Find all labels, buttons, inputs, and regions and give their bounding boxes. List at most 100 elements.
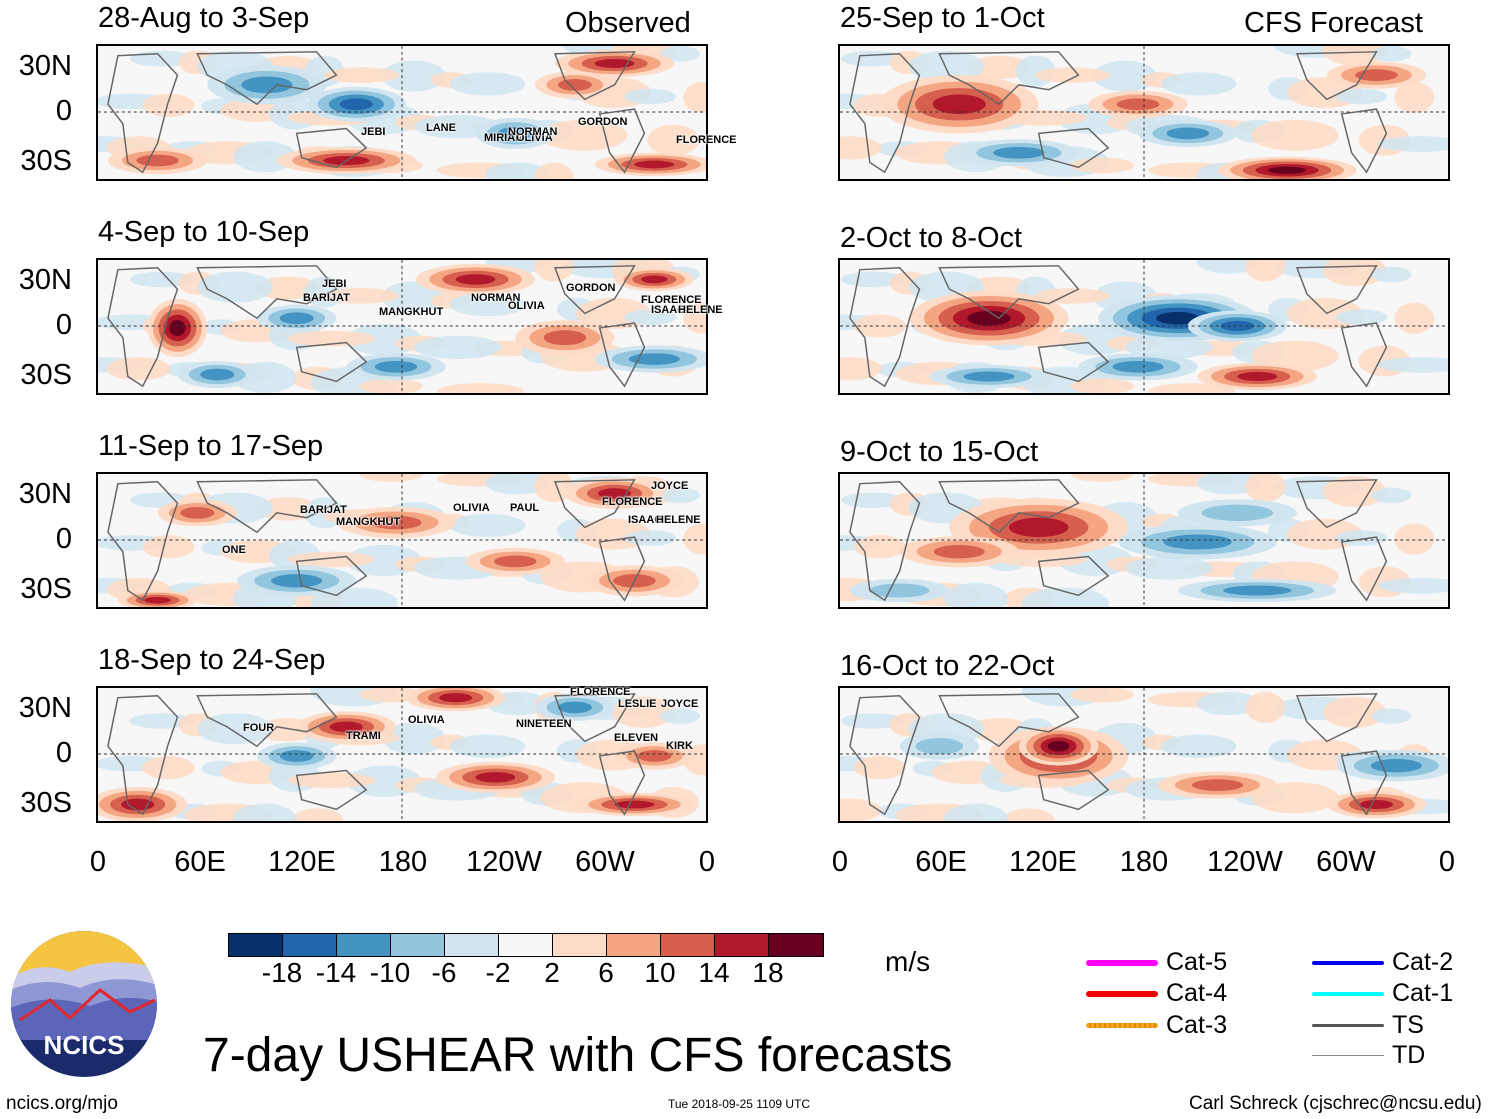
- observed-map-panel-2: [96, 258, 708, 395]
- field-contour: [594, 58, 635, 69]
- coastline: [598, 536, 646, 602]
- legend-swatch: [1312, 960, 1384, 965]
- field-contour: [963, 371, 1015, 382]
- coastline: [295, 769, 368, 811]
- field-contour: [1371, 266, 1412, 283]
- colorbar-tick-label: 6: [598, 957, 614, 988]
- field-contour: [169, 320, 186, 336]
- field-contour: [439, 693, 473, 703]
- colorbar: [228, 933, 824, 957]
- field-contour: [1371, 487, 1412, 504]
- coastline: [598, 322, 646, 388]
- coastline: [107, 481, 179, 602]
- colorbar-swatch: [715, 934, 769, 956]
- y-axis-label: 0: [55, 737, 72, 769]
- legend-item: TS: [1312, 1011, 1424, 1040]
- field-contour: [1268, 166, 1307, 174]
- coastline: [938, 479, 1080, 534]
- field-contour: [1335, 530, 1388, 546]
- field-contour: [1166, 127, 1210, 140]
- storm-label: BARIJAT: [300, 504, 347, 516]
- forecast-map-panel-4: [838, 686, 1450, 823]
- field-contour: [543, 330, 587, 346]
- field-contour: [915, 738, 964, 755]
- coastline: [1037, 127, 1110, 169]
- field-contour: [271, 574, 323, 588]
- field-contour: [1070, 157, 1135, 174]
- storm-label: HELENE: [678, 304, 723, 316]
- field-contour: [614, 800, 655, 809]
- coastline: [1295, 265, 1378, 315]
- coastline: [107, 695, 179, 816]
- storm-label: ELEVEN: [614, 732, 659, 744]
- observed-map-panel-1: [96, 44, 708, 181]
- legend-label: Cat-3: [1166, 1011, 1228, 1039]
- field-contour: [683, 81, 706, 113]
- footer-url[interactable]: ncics.org/mjo: [6, 1093, 118, 1114]
- field-contour: [1237, 371, 1278, 382]
- legend-item: Cat-4: [1086, 979, 1227, 1008]
- colorbar-swatch: [391, 934, 445, 956]
- field-contour: [1116, 98, 1160, 111]
- coastline: [107, 267, 179, 388]
- field-contour: [1196, 260, 1261, 274]
- legend-item: Cat-3: [1086, 1011, 1227, 1040]
- storm-label: GORDON: [566, 282, 616, 294]
- colorbar-swatch: [607, 934, 661, 956]
- field-contour: [1335, 88, 1388, 105]
- field-contour: [933, 545, 985, 559]
- storm-label: JOYCE: [651, 480, 689, 492]
- field-contour: [339, 98, 373, 111]
- field-contour: [637, 750, 672, 762]
- forecast-map-panel-3: [838, 472, 1450, 609]
- field-contour: [1047, 740, 1070, 752]
- storm-label: BARIJAT: [303, 292, 350, 304]
- field-contour: [557, 701, 592, 714]
- field-contour: [1322, 475, 1387, 508]
- storm-label: OLIVIA: [516, 132, 553, 144]
- storm-label: FLORENCE: [570, 686, 631, 698]
- field-contour: [1394, 302, 1435, 334]
- coastline: [553, 51, 636, 101]
- legend-label: Cat-4: [1166, 979, 1228, 1007]
- shear-field: [840, 260, 1448, 393]
- storm-label: OLIVIA: [508, 300, 545, 312]
- x-axis-label: 120W: [466, 846, 542, 878]
- field-contour: [840, 713, 905, 729]
- colorbar-tick-label: 14: [698, 957, 730, 988]
- field-contour: [142, 755, 195, 780]
- coastline: [938, 265, 1080, 320]
- x-axis-label: 180: [378, 846, 428, 878]
- storm-label: LESLIE: [618, 698, 657, 710]
- field-contour: [1021, 587, 1110, 607]
- field-contour: [1125, 335, 1213, 360]
- storm-label: JOYCE: [661, 698, 699, 710]
- forecast-map-panel-2: [838, 258, 1450, 395]
- observed-panel-3-title: 11-Sep to 17-Sep: [98, 430, 324, 462]
- field-contour: [291, 808, 344, 821]
- legend-label: Cat-2: [1392, 948, 1454, 976]
- field-contour: [1196, 691, 1261, 716]
- field-contour: [449, 72, 526, 96]
- field-contour: [628, 353, 680, 365]
- coastline: [1340, 536, 1388, 602]
- field-contour: [359, 474, 423, 482]
- field-contour: [136, 154, 179, 167]
- field-contour: [142, 93, 195, 117]
- shear-field: [840, 688, 1448, 821]
- coastline: [938, 51, 1080, 106]
- colorbar-swatch: [445, 934, 499, 956]
- colorbar-tick-label: -6: [431, 957, 457, 988]
- colorbar-tick-label: -18: [261, 957, 303, 988]
- shear-field: [98, 688, 706, 821]
- field-contour: [374, 360, 418, 373]
- storm-label: JEBI: [322, 278, 347, 290]
- field-contour: [1070, 474, 1135, 482]
- field-contour: [1370, 759, 1422, 773]
- shear-field: [840, 46, 1448, 179]
- coastline: [196, 479, 338, 534]
- coastline: [849, 267, 921, 388]
- field-contour: [1002, 808, 1055, 821]
- storm-label: NINETEEN: [516, 718, 572, 730]
- colorbar-swatch: [229, 934, 283, 956]
